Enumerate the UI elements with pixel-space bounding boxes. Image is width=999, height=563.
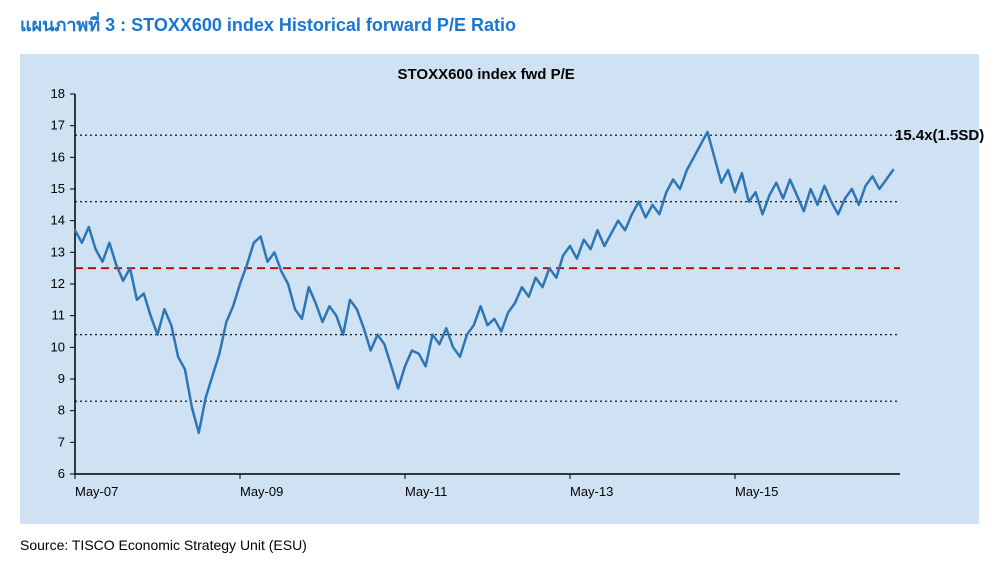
chart-title: แผนภาพที่ 3 : STOXX600 index Historical … — [0, 0, 999, 44]
svg-text:16: 16 — [51, 149, 65, 164]
svg-text:12: 12 — [51, 276, 65, 291]
svg-text:May-09: May-09 — [240, 484, 283, 499]
sd-annotation: 15.4x(1.5SD) — [895, 127, 984, 144]
svg-text:17: 17 — [51, 118, 65, 133]
svg-text:14: 14 — [51, 213, 65, 228]
svg-text:13: 13 — [51, 244, 65, 259]
chart-container: 6 7 8 9 10 11 12 13 14 15 16 17 18 May-07 May-09 May-11… — [20, 54, 979, 524]
svg-text:May-13: May-13 — [570, 484, 613, 499]
svg-text:9: 9 — [58, 371, 65, 386]
svg-text:May-15: May-15 — [735, 484, 778, 499]
inner-chart-title: STOXX600 index fwd P/E — [398, 66, 575, 83]
svg-text:8: 8 — [58, 403, 65, 418]
svg-text:10: 10 — [51, 339, 65, 354]
svg-text:May-11: May-11 — [405, 484, 447, 499]
svg-text:6: 6 — [58, 466, 65, 481]
source-text: Source: TISCO Economic Strategy Unit (ES… — [0, 529, 999, 553]
svg-text:May-07: May-07 — [75, 484, 118, 499]
svg-text:15: 15 — [51, 181, 65, 196]
svg-text:7: 7 — [58, 434, 65, 449]
svg-text:18: 18 — [51, 86, 65, 101]
svg-text:11: 11 — [52, 308, 66, 323]
chart-svg: 6 7 8 9 10 11 12 13 14 15 16 17 18 May-07 May-09 May-11… — [20, 54, 979, 524]
